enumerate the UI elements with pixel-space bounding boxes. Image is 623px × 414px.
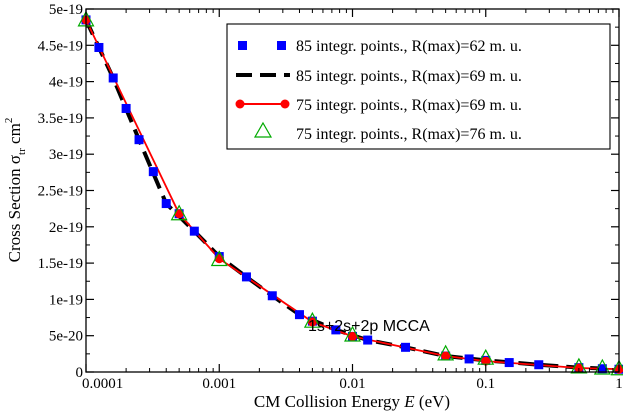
data-point-blue-square — [267, 291, 277, 301]
y-tick-label: 0 — [76, 365, 84, 381]
data-point-blue-square — [464, 354, 474, 364]
legend-entry-red-line: 75 integr. points., R(max)=69 m. u. — [235, 97, 522, 114]
x-tick-label: 0.1 — [476, 376, 495, 392]
data-point-red-circle — [214, 254, 224, 264]
legend-entry-green-triangles: 75 integr. points., R(max)=76 m. u. — [253, 121, 522, 143]
y-tick-label: 1.5e-19 — [38, 256, 83, 272]
data-point-green-triangle — [437, 344, 455, 361]
y-tick-label: 3e-19 — [49, 147, 83, 163]
y-tick-label: 4.5e-19 — [38, 38, 83, 54]
y-tick-label: 2.5e-19 — [38, 184, 83, 200]
legend: 85 integr. points., R(max)=62 m. u. 85 i… — [226, 23, 611, 150]
data-point-blue-square — [121, 103, 131, 113]
legend-marker-green-triangle — [253, 121, 273, 138]
data-point-blue-square — [401, 342, 411, 352]
legend-marker-blue-square — [277, 41, 286, 50]
x-tick-label: 1 — [615, 376, 623, 392]
data-point-red-circle — [174, 209, 184, 219]
legend-marker-red-circle — [235, 99, 245, 109]
y-tick-label: 5e-19 — [49, 2, 83, 18]
legend-marker-blue-square — [238, 41, 247, 50]
data-point-blue-square — [241, 272, 251, 282]
data-point-red-circle — [307, 317, 317, 327]
legend-label: 85 integr. points., R(max)=62 m. u. — [296, 38, 522, 55]
data-point-blue-square — [294, 310, 304, 320]
legend-label: 85 integr. points., R(max)=69 m. u. — [296, 68, 522, 85]
data-point-green-triangle — [343, 325, 362, 342]
data-point-blue-square — [189, 226, 199, 236]
data-point-blue-square — [94, 42, 104, 52]
data-point-green-triangle — [570, 357, 588, 374]
data-point-green-triangle — [593, 358, 611, 375]
y-tick-label: 4e-19 — [49, 75, 83, 91]
data-point-red-circle — [441, 351, 451, 361]
data-point-blue-square — [108, 73, 118, 83]
y-tick-label: 5e-20 — [49, 329, 83, 345]
axis-ticks: 0.0001 0.001 0.01 0.1 1 0 5e-20 1e-19 1.5e-19 2e-… — [38, 2, 623, 392]
y-axis-label: Cross Section σtr cm2 — [3, 118, 28, 263]
data-point-green-triangle — [170, 204, 188, 221]
data-point-red-circle — [348, 331, 357, 341]
data-point-blue-square — [534, 360, 544, 370]
x-tick-label: 0.01 — [339, 376, 365, 392]
data-point-blue-square — [504, 358, 514, 368]
data-point-green-triangle — [303, 311, 321, 328]
data-point-blue-square — [148, 167, 158, 177]
y-tick-label: 1e-19 — [49, 292, 83, 308]
x-tick-label: 0.0001 — [82, 376, 123, 392]
y-tick-label: 2e-19 — [49, 220, 83, 236]
legend-label: 75 integr. points., R(max)=69 m. u. — [296, 97, 522, 114]
chart-annotation: 1s+2s+2p MCCA — [308, 318, 430, 335]
x-tick-label: 0.001 — [202, 376, 236, 392]
data-point-blue-square — [134, 135, 144, 145]
data-point-blue-square — [363, 335, 373, 345]
legend-entry-black-dashed: 85 integr. points., R(max)=69 m. u. — [236, 68, 522, 85]
data-point-green-triangle — [210, 250, 228, 267]
legend-box — [226, 23, 611, 150]
legend-label: 75 integr. points., R(max)=76 m. u. — [296, 126, 522, 143]
data-point-blue-square — [161, 199, 171, 209]
data-point-blue-square — [331, 325, 341, 335]
y-tick-label: 3.5e-19 — [38, 111, 83, 127]
data-point-red-circle — [481, 356, 491, 366]
legend-marker-red-circle — [280, 99, 290, 109]
data-point-blue-square — [597, 364, 607, 374]
x-axis-label: CM Collision Energy E (eV) — [254, 392, 450, 411]
legend-entry-blue-squares: 85 integr. points., R(max)=62 m. u. — [238, 38, 522, 55]
